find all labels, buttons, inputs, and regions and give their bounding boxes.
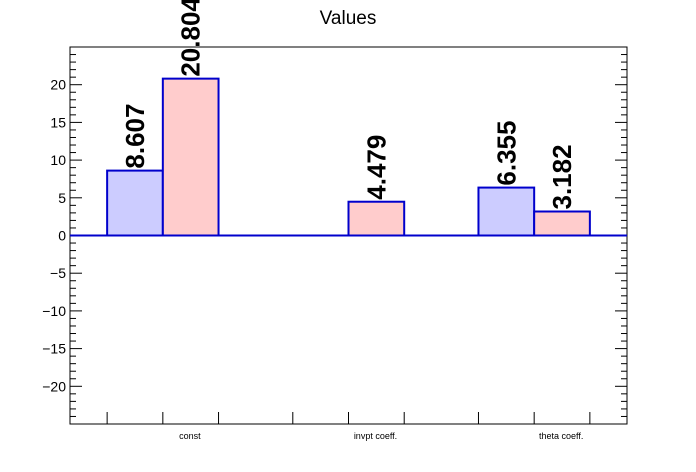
y-tick-label: −5 xyxy=(50,265,66,281)
x-axis-ticks xyxy=(106,412,591,424)
category-label: invpt coeff. xyxy=(354,431,397,441)
y-tick-label: 5 xyxy=(58,190,66,206)
category-label: const xyxy=(179,431,201,441)
bar xyxy=(347,200,406,237)
data-label: 20.804 xyxy=(176,0,206,77)
data-label: 4.479 xyxy=(361,135,391,200)
y-tick-label: −20 xyxy=(42,378,66,394)
data-labels: 8.607 6.355 20.804 4.479 3.182 xyxy=(120,0,577,210)
category-label: theta coeff. xyxy=(539,431,583,441)
y-major-ticks: −20 −15 −10 −5 0 5 10 15 20 xyxy=(42,77,627,394)
bar xyxy=(477,186,536,237)
bar xyxy=(106,169,164,237)
y-tick-label: 10 xyxy=(50,152,66,168)
data-label: 8.607 xyxy=(120,104,150,169)
y-minor-ticks xyxy=(70,54,627,417)
y-tick-label: 0 xyxy=(58,228,66,244)
data-label: 3.182 xyxy=(547,144,577,209)
bar xyxy=(533,210,591,237)
bar xyxy=(161,77,220,237)
y-tick-label: 20 xyxy=(50,77,66,93)
data-label: 6.355 xyxy=(491,121,521,186)
y-tick-label: 15 xyxy=(50,114,66,130)
y-tick-label: −15 xyxy=(42,341,66,357)
y-tick-label: −10 xyxy=(42,303,66,319)
chart-title: Values xyxy=(320,8,377,29)
category-labels: const invpt coeff. theta coeff. xyxy=(179,431,583,441)
